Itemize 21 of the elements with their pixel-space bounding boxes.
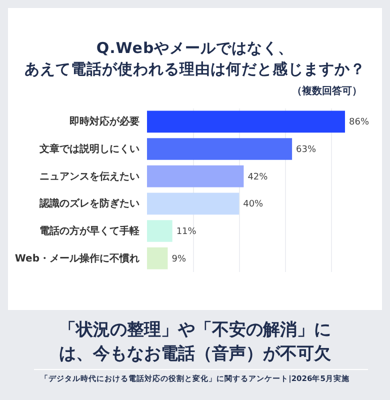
y-tick-label: 認識のズレを防ぎたい [38,198,140,210]
bar [147,138,292,160]
data-label: 9% [172,254,186,264]
data-label: 11% [176,227,197,237]
chart-title: Q.Webやメールではなく、あえて電話が使われる理由は何だと感じますか？ [24,38,366,80]
y-tick-label: 文章では説明しにくい [38,143,140,155]
bar [147,165,244,188]
y-tick-label: Web・メール操作に不慣れ [14,252,140,264]
data-label: 40% [243,200,264,210]
bar [147,192,240,215]
data-label: 86% [349,118,370,128]
bar [147,220,172,242]
data-label: 42% [248,172,268,182]
chart-subtitle: （複数回答可） [292,84,362,98]
data-label: 63% [296,145,316,155]
bar [147,247,168,270]
text: 「状況の整理」や「不安の解消」には、今もなお電話（音声）が不可欠 [58,319,332,366]
y-tick-label: 電話の方が早くて手軽 [40,225,140,237]
y-tick-label: ニュアンスを伝えたい [40,170,140,182]
y-tick-label: 即時対応が必要 [70,116,140,128]
bar [147,110,345,133]
